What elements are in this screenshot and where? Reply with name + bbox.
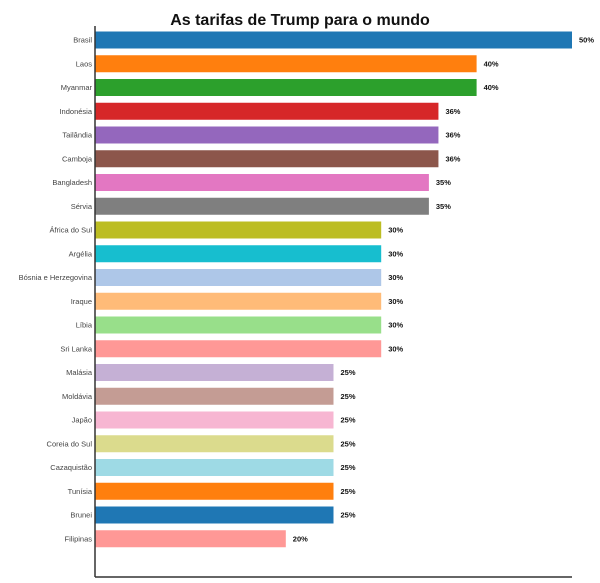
category-label: Tunísia: [68, 487, 93, 496]
category-label: Cazaquistão: [50, 463, 92, 472]
category-label: Laos: [76, 59, 93, 68]
bar: [95, 102, 439, 120]
value-label: 25%: [341, 511, 356, 520]
category-label: Sri Lanka: [60, 344, 93, 353]
bar: [95, 459, 334, 476]
category-label: Sérvia: [71, 202, 93, 211]
bar: [95, 55, 477, 73]
bar: [95, 340, 382, 358]
value-label: 30%: [388, 344, 403, 353]
value-label: 35%: [436, 178, 451, 187]
bar: [95, 269, 382, 286]
category-label: Japão: [72, 416, 92, 425]
bar: [95, 197, 429, 215]
category-label: Coreia do Sul: [47, 439, 93, 448]
value-label: 25%: [341, 487, 356, 496]
bar: [95, 221, 382, 239]
bar: [95, 482, 334, 500]
value-label: 25%: [341, 439, 356, 448]
value-label: 40%: [484, 59, 499, 68]
value-label: 30%: [388, 273, 403, 282]
bar: [95, 126, 439, 144]
category-label: África do Sul: [49, 226, 92, 235]
category-label: Malásia: [66, 368, 93, 377]
category-label: Bangladesh: [52, 178, 92, 187]
bar: [95, 387, 334, 405]
category-label: Bósnia e Herzegovina: [19, 273, 93, 282]
value-label: 25%: [341, 392, 356, 401]
bar: [95, 31, 572, 49]
bar: [95, 435, 334, 453]
bar: [95, 79, 477, 96]
category-label: Argélia: [69, 249, 93, 258]
value-label: 25%: [341, 463, 356, 472]
bar: [95, 411, 334, 429]
value-label: 50%: [579, 36, 594, 45]
bar: [95, 174, 429, 191]
value-label: 20%: [293, 534, 308, 543]
bar: [95, 316, 382, 334]
category-label: Brasil: [73, 36, 92, 45]
bar: [95, 506, 334, 524]
value-label: 36%: [445, 131, 460, 140]
category-label: Brunei: [70, 511, 92, 520]
value-label: 30%: [388, 297, 403, 306]
value-label: 30%: [388, 321, 403, 330]
bars-layer: Brasil 50% Laos 40% Myanmar 40% Indonésia 36% Ta…: [19, 31, 594, 548]
category-label: Filipinas: [64, 534, 92, 543]
value-label: 30%: [388, 249, 403, 258]
value-label: 40%: [484, 83, 499, 92]
chart-title: As tarifas de Trump para o mundo: [170, 12, 430, 29]
category-label: Moldávia: [62, 392, 93, 401]
bar: [95, 245, 382, 263]
value-label: 36%: [445, 107, 460, 116]
value-label: 36%: [445, 154, 460, 163]
value-label: 30%: [388, 226, 403, 235]
value-label: 25%: [341, 368, 356, 377]
category-label: Tailândia: [62, 131, 92, 140]
bar: [95, 364, 334, 381]
bar: [95, 530, 286, 548]
value-label: 35%: [436, 202, 451, 211]
category-label: Iraque: [71, 297, 92, 306]
category-label: Camboja: [62, 154, 93, 163]
bar: [95, 150, 439, 168]
category-label: Líbia: [76, 321, 93, 330]
bar: [95, 292, 382, 310]
category-label: Indonésia: [59, 107, 92, 116]
category-label: Myanmar: [61, 83, 93, 92]
value-label: 25%: [341, 416, 356, 425]
